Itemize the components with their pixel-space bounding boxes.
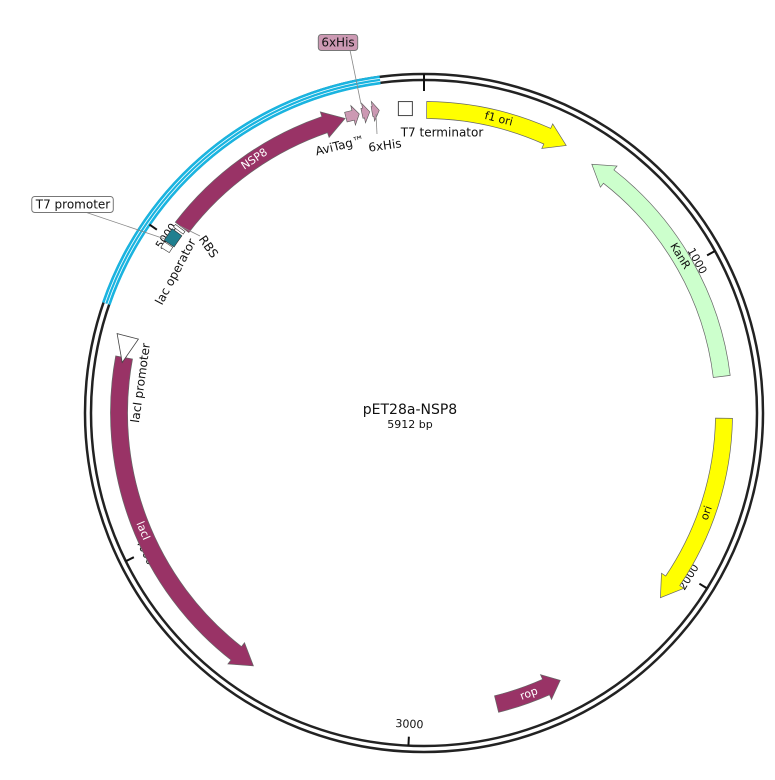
tag-arrow xyxy=(360,102,371,124)
feature-arrow xyxy=(110,355,254,667)
tick-mark xyxy=(706,250,716,257)
rbs-box xyxy=(173,223,186,235)
feature-arrow xyxy=(426,101,567,149)
selection-arc xyxy=(102,75,381,306)
callout-label: 6xHis xyxy=(321,36,354,50)
feature-label: ori xyxy=(698,504,715,522)
lac-operator xyxy=(163,228,183,248)
tick-mark xyxy=(698,582,708,590)
callout-leader xyxy=(84,211,166,240)
annotation: 6xHis xyxy=(367,136,402,155)
leader xyxy=(179,225,201,237)
feature-arrow xyxy=(660,417,733,599)
tag-arrow xyxy=(370,100,380,123)
callout-label: T7 promoter xyxy=(35,198,111,212)
callout-box xyxy=(31,196,114,213)
terminator xyxy=(397,101,413,117)
feature-arrow xyxy=(174,111,346,233)
annotation: RBS xyxy=(196,233,221,261)
feature-arrow xyxy=(591,163,731,378)
feature-arrow xyxy=(494,674,561,713)
annotation: AviTag™ xyxy=(314,133,366,159)
annotation: lacI promoter xyxy=(128,342,153,424)
callout-leader xyxy=(349,49,362,105)
tick-mark xyxy=(125,556,135,563)
plasmid-length: 5912 bp xyxy=(387,418,432,431)
feature-label: rop xyxy=(518,684,539,702)
plasmid-name: pET28a-NSP8 xyxy=(363,402,457,418)
annotation: T7 terminator xyxy=(400,126,484,140)
promoter-box xyxy=(160,241,174,254)
tag-arrow xyxy=(344,104,360,127)
selection-arc-line xyxy=(104,78,380,304)
callout-box xyxy=(317,34,359,51)
selection-arc-line xyxy=(107,81,381,305)
tick-label: 3000 xyxy=(395,717,424,731)
tick-mark xyxy=(148,223,158,231)
leader xyxy=(375,113,378,135)
lacI-promoter xyxy=(116,333,140,364)
